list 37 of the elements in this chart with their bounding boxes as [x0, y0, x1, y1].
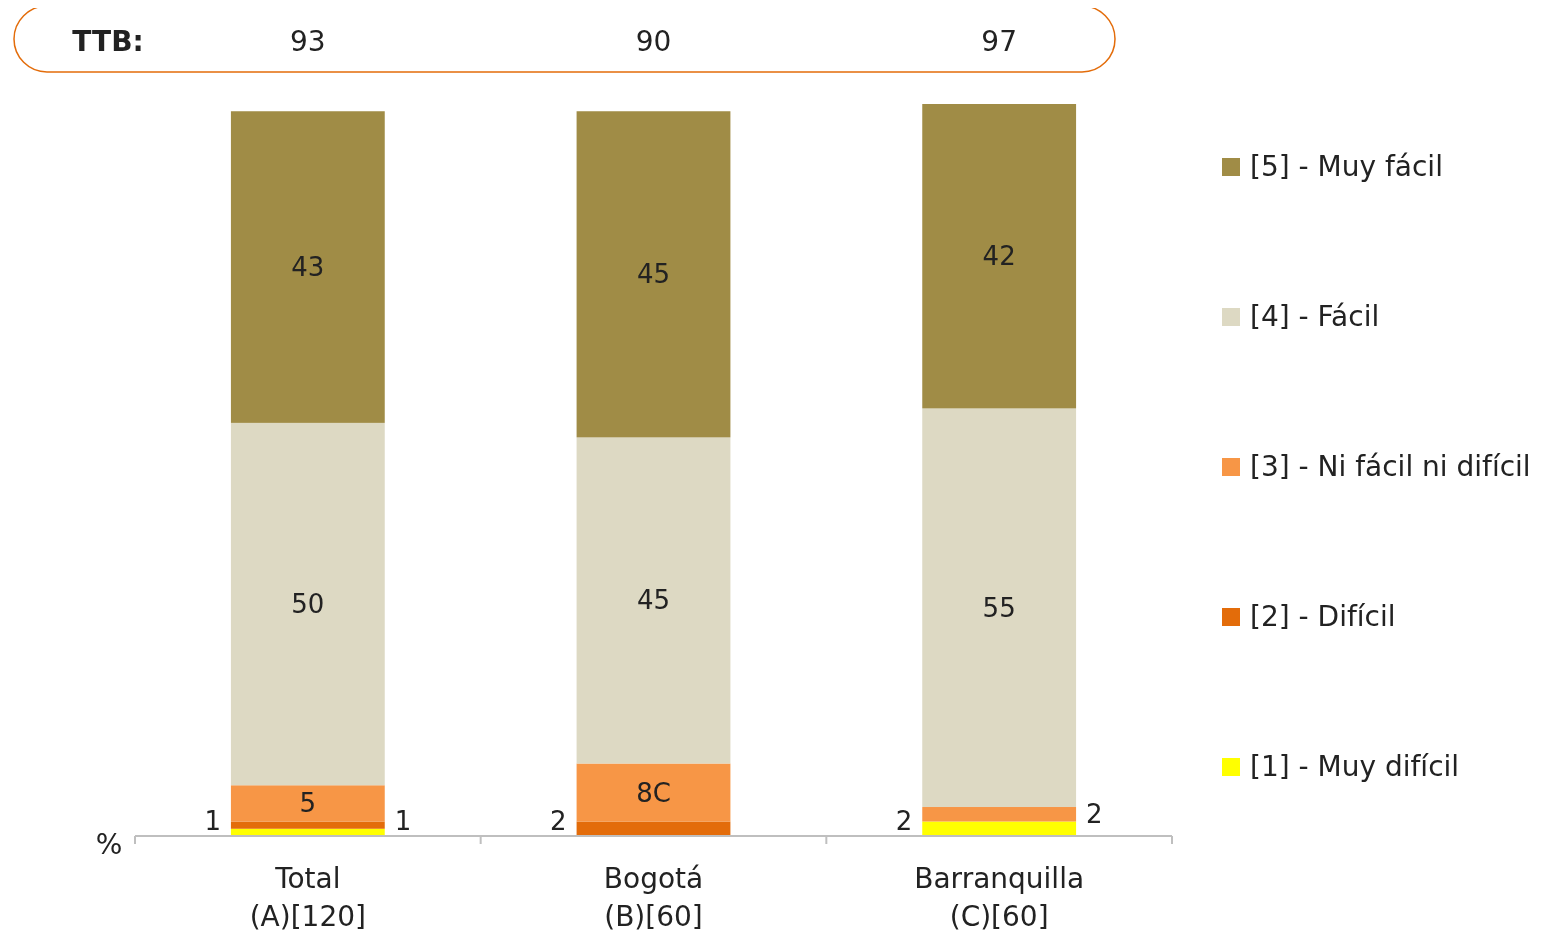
- data-label: 45: [636, 585, 671, 616]
- legend-label: [2] - Difícil: [1250, 600, 1396, 633]
- data-label: 55: [982, 592, 1016, 623]
- legend-label: [1] - Muy difícil: [1250, 750, 1460, 783]
- x-tick-label: Bogotá (B)[60]: [603, 862, 704, 933]
- bar: [576, 763, 731, 822]
- y-axis-title: %: [95, 828, 123, 861]
- bar: [576, 111, 731, 438]
- bar: [576, 437, 731, 764]
- data-label: 2: [1086, 799, 1103, 830]
- data-label: 1: [204, 806, 221, 836]
- text: 90: [635, 25, 672, 58]
- data-label: 45: [636, 259, 671, 290]
- data-label: 43: [291, 252, 325, 283]
- bar: [230, 785, 385, 822]
- bar: [230, 821, 385, 829]
- data-label: 2: [550, 806, 567, 836]
- x-tick-label: Total (A)[120]: [249, 862, 366, 933]
- bar: [230, 111, 385, 423]
- data-label: 1: [394, 806, 412, 836]
- bar: [922, 104, 1077, 409]
- legend-label: [4] - Fácil: [1250, 300, 1380, 333]
- bar: [230, 422, 385, 786]
- data-label: 50: [291, 589, 325, 620]
- legend-label: [5] - Muy fácil: [1250, 150, 1443, 183]
- x-tick-label: Barranquilla (C)[60]: [914, 862, 1085, 933]
- text: 93: [290, 25, 326, 58]
- data-label: 2: [895, 806, 913, 836]
- text: 97: [981, 25, 1017, 58]
- legend-label: [3] - Ni fácil ni difícil: [1250, 450, 1531, 483]
- text: TTB:: [72, 25, 144, 58]
- data-label: 8C: [636, 777, 671, 808]
- bar: [922, 821, 1077, 836]
- data-label: 5: [299, 788, 317, 819]
- bar: [922, 408, 1077, 808]
- data-label: 42: [982, 241, 1016, 272]
- bar: [922, 807, 1077, 822]
